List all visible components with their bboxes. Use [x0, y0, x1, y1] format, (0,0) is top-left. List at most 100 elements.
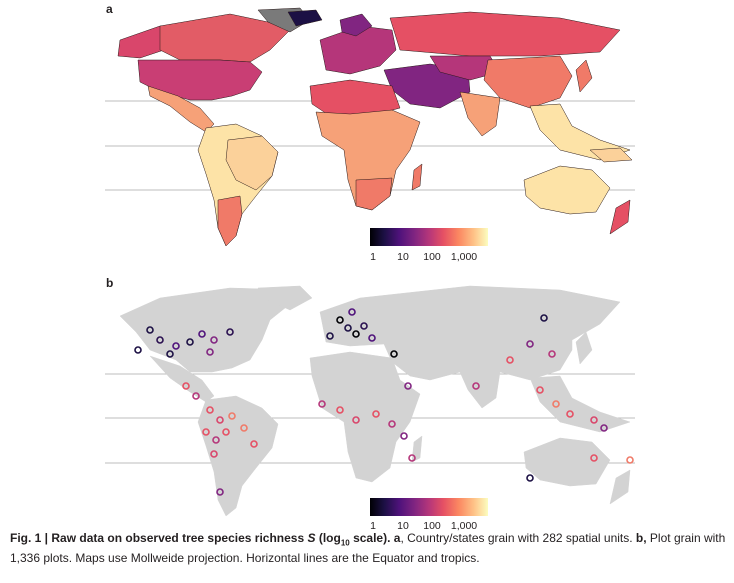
plot-point: [526, 340, 534, 348]
plot-point: [210, 450, 218, 458]
plot-point: [344, 324, 352, 332]
region-southern-africa: [355, 177, 393, 211]
plot-point: [146, 326, 154, 334]
plot-point: [372, 410, 380, 418]
caption-a-text: , Country/states grain with 282 spatial …: [400, 531, 636, 545]
region-australia: [523, 165, 611, 215]
panel-a-tick-1000: 1,000: [450, 251, 478, 263]
caption-fig-label: Fig. 1 |: [10, 531, 49, 545]
plot-point: [226, 328, 234, 336]
plot-point: [352, 416, 360, 424]
plot-point: [318, 400, 326, 408]
plot-point: [212, 436, 220, 444]
plot-point: [348, 308, 356, 316]
plot-point: [222, 428, 230, 436]
figure-caption: Fig. 1 | Raw data on observed tree speci…: [10, 531, 728, 566]
region-new-guinea: [589, 147, 633, 163]
plot-point: [552, 400, 560, 408]
plot-point: [472, 382, 480, 390]
region-china: [483, 55, 573, 109]
region-canada: [159, 13, 291, 63]
plot-point: [216, 488, 224, 496]
plot-point: [540, 314, 548, 322]
panel-b-tick-1: 1: [370, 520, 376, 532]
caption-title-part2: (log: [315, 531, 341, 545]
plot-point: [526, 474, 534, 482]
plot-point: [326, 332, 334, 340]
region-japan: [575, 59, 593, 93]
panel-b-plot-map: [105, 285, 635, 517]
panel-a-colorbar-gradient: [370, 228, 488, 246]
caption-title-sub: 10: [340, 538, 350, 548]
plot-point: [206, 406, 214, 414]
land-north-america: [119, 287, 301, 373]
plot-point: [360, 322, 368, 330]
plot-point: [166, 350, 174, 358]
plot-point: [390, 350, 398, 358]
caption-a-label: a: [393, 531, 401, 545]
panel-a-colorbar: [370, 228, 488, 246]
plot-point: [408, 454, 416, 462]
region-south-asia: [459, 91, 501, 137]
plot-point: [202, 428, 210, 436]
region-arctic-island: [287, 9, 323, 27]
plot-point: [548, 350, 556, 358]
caption-b-label: b,: [635, 531, 647, 545]
panel-b-label: b: [106, 276, 114, 290]
land-eurasia: [319, 285, 621, 409]
panel-b-tick-1000: 1,000: [450, 520, 478, 532]
plot-point: [388, 420, 396, 428]
land-africa: [309, 351, 421, 483]
land-greenland: [257, 285, 313, 311]
plot-point: [210, 336, 218, 344]
plot-point: [228, 412, 236, 420]
plot-point: [156, 336, 164, 344]
plot-point: [590, 454, 598, 462]
caption-title-var: S: [307, 531, 316, 545]
region-russia: [389, 11, 621, 57]
plot-point: [198, 330, 206, 338]
plot-point: [404, 382, 412, 390]
plot-point: [250, 440, 258, 448]
panel-b-tick-100: 100: [423, 520, 441, 532]
region-southern-cone: [217, 195, 243, 247]
plot-point: [600, 424, 608, 432]
panel-a-choropleth-map: [105, 7, 635, 247]
plot-point: [400, 432, 408, 440]
region-brazil: [225, 135, 279, 191]
plot-point: [536, 386, 544, 394]
plot-point: [352, 330, 360, 338]
panel-a-label: a: [106, 2, 113, 16]
land-madagascar: [411, 435, 423, 463]
plot-point: [626, 456, 634, 464]
panel-a-tick-10: 10: [397, 251, 409, 263]
panel-b-tick-10: 10: [397, 520, 409, 532]
plot-point: [590, 416, 598, 424]
caption-title-part3: scale).: [349, 531, 391, 545]
plot-point: [192, 392, 200, 400]
plot-point: [134, 346, 142, 354]
land-southeast-asia: [529, 375, 631, 433]
region-southeast-asia: [529, 103, 631, 161]
plot-point: [186, 338, 194, 346]
region-new-zealand: [609, 199, 631, 235]
region-scandinavia: [339, 13, 373, 37]
caption-b-text: Plot grain with 1,336 plots. Maps use Mo…: [10, 531, 726, 565]
plot-point: [172, 342, 180, 350]
land-central-america: [149, 355, 215, 403]
land-south-america: [197, 395, 279, 517]
plot-point: [566, 410, 574, 418]
panel-a-tick-1: 1: [370, 251, 376, 263]
caption-title-part1: Raw data on observed tree species richne…: [51, 531, 308, 545]
land-japan: [575, 331, 593, 365]
plot-point: [182, 382, 190, 390]
region-madagascar: [411, 163, 423, 191]
plot-point: [368, 334, 376, 342]
plot-point: [240, 424, 248, 432]
plot-point: [336, 316, 344, 324]
panel-b-colorbar-gradient: [370, 498, 488, 516]
panel-a-tick-100: 100: [423, 251, 441, 263]
plot-point: [506, 356, 514, 364]
plot-point: [206, 348, 214, 356]
plot-point: [336, 406, 344, 414]
